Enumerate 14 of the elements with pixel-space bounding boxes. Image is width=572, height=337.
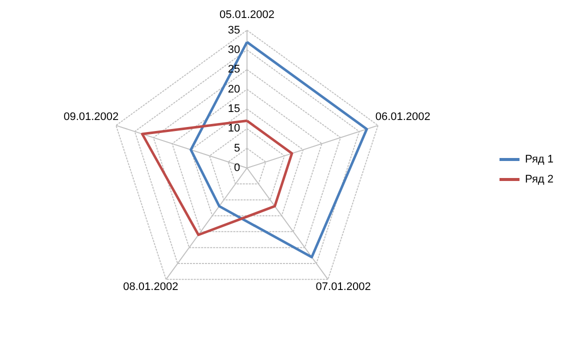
y-tick-label: 35 bbox=[228, 24, 240, 36]
y-tick-label: 20 bbox=[228, 83, 240, 96]
spoke-label: 07.01.2002 bbox=[316, 281, 371, 294]
y-tick-label: 15 bbox=[228, 102, 240, 115]
y-tick-label: 10 bbox=[228, 122, 240, 135]
legend-label: Ряд 2 bbox=[525, 174, 554, 186]
y-tick-label: 5 bbox=[234, 142, 240, 154]
legend-label: Ряд 1 bbox=[525, 154, 554, 166]
spoke-label: 05.01.2002 bbox=[219, 9, 275, 22]
spoke-label: 08.01.2002 bbox=[123, 281, 178, 294]
spoke-label: 09.01.2002 bbox=[64, 110, 119, 123]
y-tick-label: 30 bbox=[228, 44, 240, 56]
spoke-label: 06.01.2002 bbox=[375, 110, 430, 123]
y-tick-label: 0 bbox=[234, 162, 240, 174]
